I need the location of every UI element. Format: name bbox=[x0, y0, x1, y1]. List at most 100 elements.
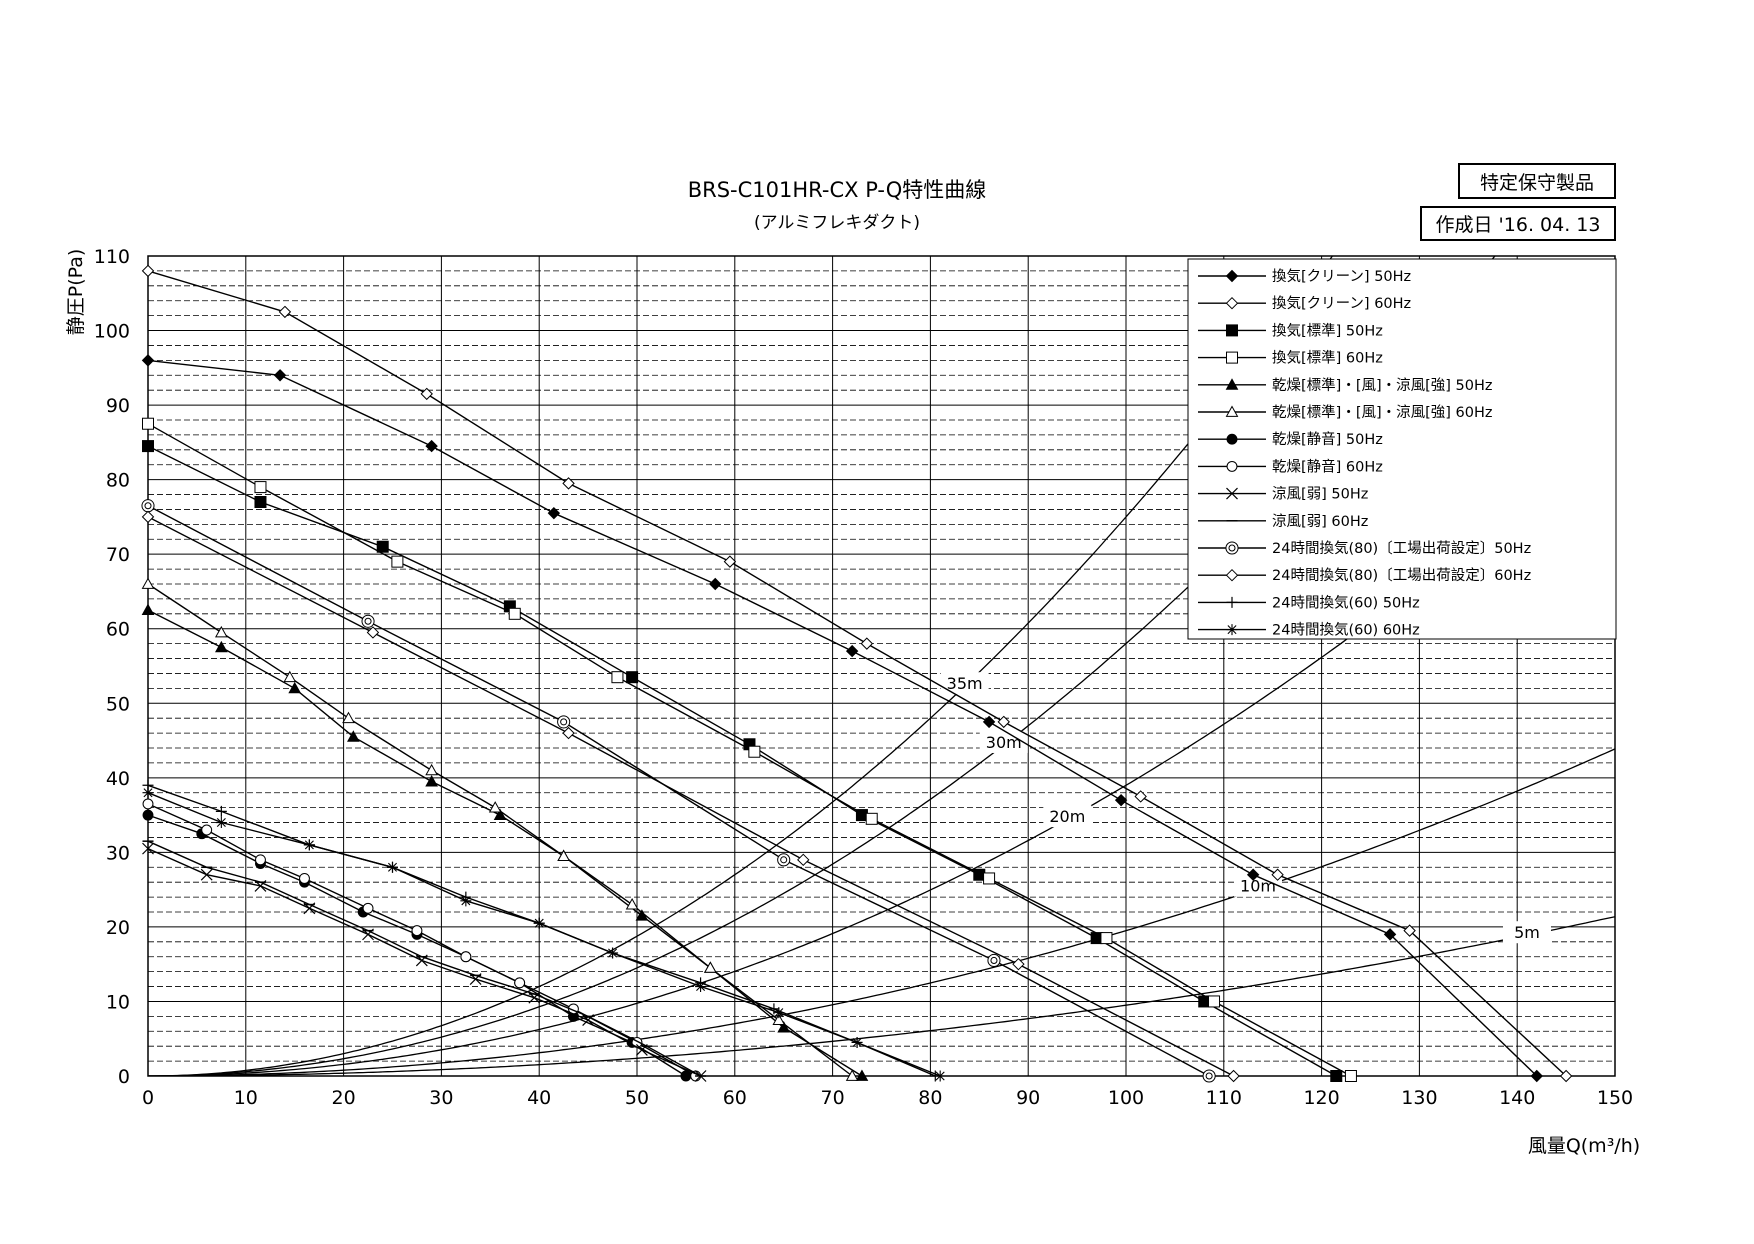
data-point bbox=[777, 853, 791, 867]
data-point bbox=[1246, 868, 1260, 881]
data-point bbox=[376, 540, 389, 553]
y-tick-label: 20 bbox=[106, 917, 130, 939]
legend-item: 乾燥[標準]・[風]・涼風[強] 60Hz bbox=[1198, 404, 1493, 421]
data-point bbox=[273, 369, 287, 382]
y-tick-label: 90 bbox=[106, 395, 130, 417]
data-point bbox=[254, 481, 267, 494]
x-tick-label: 80 bbox=[918, 1087, 942, 1109]
x-tick-label: 120 bbox=[1303, 1087, 1339, 1109]
legend-item: 乾燥[静音] 50Hz bbox=[1198, 431, 1383, 448]
x-axis-label: 風量Q(m³/h) bbox=[1528, 1135, 1640, 1157]
data-point bbox=[987, 953, 1001, 968]
series-line bbox=[147, 803, 697, 1077]
data-point bbox=[557, 849, 570, 861]
data-point bbox=[1202, 1069, 1216, 1083]
data-point bbox=[797, 853, 810, 867]
data-point bbox=[425, 775, 438, 787]
legend-item: 換気[クリーン] 50Hz bbox=[1198, 268, 1411, 285]
data-point bbox=[142, 787, 154, 799]
data-point bbox=[493, 808, 507, 820]
legend-label: 涼風[弱] 50Hz bbox=[1272, 486, 1368, 503]
data-point bbox=[1225, 405, 1239, 417]
duct-label: 20m bbox=[1049, 807, 1085, 826]
data-point bbox=[141, 354, 155, 367]
data-point bbox=[1100, 932, 1113, 945]
data-point bbox=[1226, 324, 1238, 337]
data-point bbox=[1225, 269, 1239, 283]
legend-item: 涼風[弱] 50Hz bbox=[1198, 486, 1368, 503]
x-tick-label: 20 bbox=[332, 1087, 356, 1109]
legend-item: 換気[標準] 60Hz bbox=[1198, 350, 1383, 367]
data-point bbox=[982, 715, 996, 729]
y-tick-label: 110 bbox=[94, 246, 130, 268]
series bbox=[141, 577, 859, 1081]
legend-label: 涼風[弱] 60Hz bbox=[1272, 513, 1368, 530]
data-point bbox=[391, 555, 404, 568]
data-point bbox=[420, 387, 433, 401]
data-point bbox=[547, 506, 561, 520]
series bbox=[141, 354, 1543, 1083]
badge-text: 特定保守製品 bbox=[1480, 172, 1594, 194]
series bbox=[141, 264, 1573, 1083]
x-tick-label: 0 bbox=[142, 1087, 154, 1109]
data-point bbox=[851, 1036, 863, 1048]
data-point bbox=[1226, 596, 1238, 608]
data-point bbox=[200, 868, 213, 881]
legend-item: 涼風[弱] 60Hz bbox=[1198, 513, 1368, 530]
data-point bbox=[299, 873, 310, 884]
data-point bbox=[777, 1021, 791, 1033]
data-point bbox=[562, 726, 575, 740]
data-point bbox=[460, 895, 472, 907]
data-point bbox=[845, 644, 859, 658]
data-point bbox=[141, 510, 155, 524]
series bbox=[142, 787, 946, 1082]
y-tick-label: 60 bbox=[106, 619, 130, 641]
duct-curve bbox=[148, 748, 1615, 1076]
y-tick-label: 100 bbox=[94, 321, 130, 343]
series-line bbox=[147, 792, 941, 1077]
tick-labels: 0 10 20 30 40 50 60 70 80 90 100 110 120 130 140 150 0 10… bbox=[94, 246, 1633, 1109]
series bbox=[142, 842, 707, 1082]
data-point bbox=[425, 439, 438, 453]
data-point bbox=[1226, 460, 1238, 472]
y-tick-label: 0 bbox=[118, 1066, 130, 1088]
series bbox=[142, 798, 702, 1082]
data-point bbox=[695, 981, 707, 993]
data-point bbox=[1114, 793, 1128, 807]
data-point bbox=[303, 839, 315, 851]
data-point bbox=[1225, 296, 1239, 310]
data-point bbox=[460, 951, 472, 963]
series bbox=[142, 779, 941, 1082]
series bbox=[141, 499, 1216, 1083]
legend-item: 24時間換気(80)〔工場出荷設定〕50Hz bbox=[1198, 540, 1531, 557]
x-tick-label: 90 bbox=[1016, 1087, 1040, 1109]
date-text: 作成日 '16. 04. 13 bbox=[1436, 214, 1601, 236]
duct-label-bg bbox=[979, 730, 1028, 753]
legend-label: 換気[標準] 50Hz bbox=[1272, 322, 1383, 339]
data-point bbox=[1330, 1070, 1343, 1082]
legend-label: 24時間換気(80)〔工場出荷設定〕60Hz bbox=[1272, 567, 1531, 584]
legend-item: 24時間換気(60) 60Hz bbox=[1198, 622, 1420, 639]
series-line bbox=[147, 784, 936, 1077]
y-tick-label: 10 bbox=[106, 991, 130, 1013]
legend: 換気[クリーン] 50Hz 換気[クリーン] 60Hz 換気[標準] 50Hz 換気[… bbox=[1187, 258, 1617, 640]
data-point bbox=[1225, 378, 1239, 390]
series-line bbox=[147, 516, 1234, 1077]
data-point bbox=[983, 872, 996, 885]
legend-label: 乾燥[標準]・[風]・涼風[強] 60Hz bbox=[1272, 404, 1493, 421]
x-tick-label: 140 bbox=[1499, 1087, 1535, 1109]
duct-curve bbox=[148, 916, 1615, 1076]
data-point bbox=[1226, 624, 1238, 636]
data-point bbox=[1227, 1069, 1240, 1083]
data-point bbox=[1559, 1069, 1573, 1083]
data-point bbox=[141, 603, 155, 615]
minor-grid bbox=[148, 270, 1615, 1062]
data-point bbox=[997, 715, 1010, 729]
series bbox=[141, 603, 869, 1081]
series-lines bbox=[141, 264, 1573, 1083]
data-point bbox=[533, 917, 545, 929]
data-point bbox=[215, 817, 227, 829]
data-point bbox=[860, 637, 874, 650]
data-point bbox=[411, 925, 423, 937]
